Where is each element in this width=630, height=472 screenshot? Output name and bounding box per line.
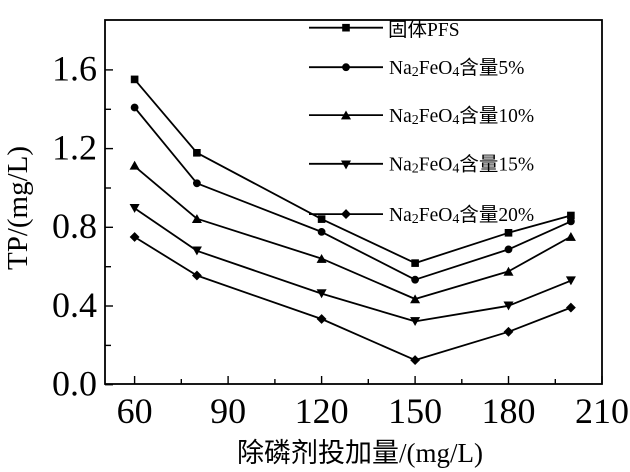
svg-text:固体PFS: 固体PFS bbox=[388, 19, 460, 41]
svg-text:Na2FeO4含量15%: Na2FeO4含量15% bbox=[389, 154, 534, 177]
svg-text:180: 180 bbox=[482, 391, 536, 431]
svg-text:Na2FeO4含量5%: Na2FeO4含量5% bbox=[389, 57, 524, 80]
svg-text:90: 90 bbox=[210, 391, 246, 431]
svg-text:0.8: 0.8 bbox=[52, 206, 97, 246]
svg-text:1.6: 1.6 bbox=[52, 49, 97, 89]
svg-text:除磷剂投加量/(mg/L): 除磷剂投加量/(mg/L) bbox=[237, 438, 483, 468]
svg-text:Na2FeO4含量20%: Na2FeO4含量20% bbox=[389, 204, 534, 227]
svg-text:150: 150 bbox=[388, 391, 442, 431]
svg-text:1.2: 1.2 bbox=[52, 127, 97, 167]
svg-text:0.0: 0.0 bbox=[52, 364, 97, 404]
svg-text:TP/(mg/L): TP/(mg/L) bbox=[2, 146, 34, 270]
svg-text:0.4: 0.4 bbox=[52, 285, 97, 325]
svg-text:210: 210 bbox=[575, 391, 629, 431]
svg-text:Na2FeO4含量10%: Na2FeO4含量10% bbox=[389, 105, 534, 128]
svg-text:60: 60 bbox=[117, 391, 153, 431]
svg-text:120: 120 bbox=[295, 391, 349, 431]
